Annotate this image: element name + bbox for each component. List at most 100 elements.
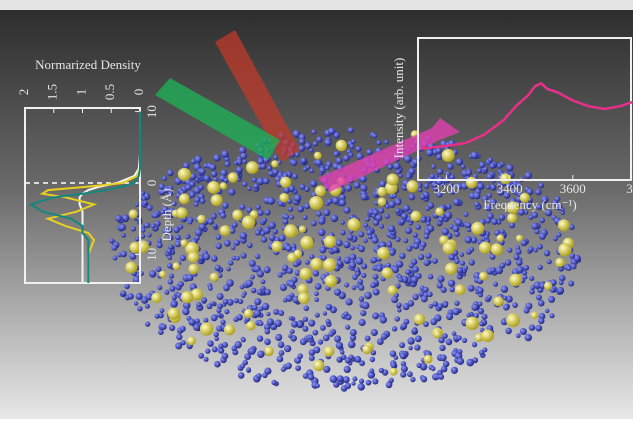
atom (124, 284, 130, 290)
atom (109, 238, 114, 243)
atom (137, 306, 142, 311)
x-tick-label: 1 (73, 89, 88, 96)
atom (366, 380, 372, 386)
atom (370, 282, 376, 288)
atom (214, 361, 221, 368)
atom (424, 234, 429, 239)
atom (323, 366, 330, 373)
atom (303, 167, 308, 172)
atom (447, 163, 454, 170)
atom (199, 168, 206, 175)
atom (349, 262, 356, 269)
ion (414, 314, 425, 325)
atom (473, 192, 480, 199)
atom (334, 151, 340, 157)
atom (359, 319, 366, 326)
ion (558, 243, 571, 256)
atom (147, 205, 153, 211)
ion (544, 282, 552, 290)
atom (453, 198, 460, 205)
atom (156, 266, 162, 272)
atom (331, 215, 339, 223)
atom (136, 293, 143, 300)
atom (379, 181, 386, 188)
atom (234, 298, 239, 303)
atom (217, 293, 224, 300)
atom (284, 345, 291, 352)
atom (299, 145, 306, 152)
atom (208, 218, 214, 224)
atom (273, 229, 278, 234)
ion (509, 274, 522, 287)
atom (524, 265, 530, 271)
atom (216, 326, 222, 332)
atom (437, 303, 443, 309)
atom (134, 301, 138, 305)
atom (509, 222, 515, 228)
ion (445, 263, 457, 275)
atom (275, 334, 282, 341)
atom (162, 176, 167, 181)
atom (183, 162, 190, 169)
ion (151, 293, 162, 304)
atom (278, 272, 283, 277)
atom (214, 332, 219, 337)
atom (233, 317, 238, 322)
atom (334, 289, 341, 296)
ion (172, 262, 180, 270)
atom (158, 329, 164, 335)
atom (528, 246, 534, 252)
ion (443, 242, 456, 255)
atom (115, 215, 122, 222)
atom (556, 232, 561, 237)
atom (180, 255, 186, 261)
atom (140, 234, 145, 239)
atom (121, 290, 127, 296)
ion (377, 187, 387, 197)
ion (377, 247, 390, 260)
atom (131, 226, 136, 231)
ion (188, 264, 198, 274)
atom (426, 149, 433, 156)
atom (222, 353, 229, 360)
atom (446, 313, 453, 320)
atom (366, 229, 372, 235)
atom (529, 276, 534, 281)
atom (372, 312, 379, 319)
ion (200, 322, 213, 335)
atom (274, 155, 279, 160)
atom (193, 324, 200, 331)
atom (257, 289, 263, 295)
atom (477, 168, 482, 173)
atom (535, 189, 542, 196)
atom (477, 287, 484, 294)
atom (500, 229, 505, 234)
atom (376, 265, 383, 272)
atom (255, 230, 261, 236)
x-tick-label: 0 (131, 89, 146, 96)
ion (390, 368, 398, 376)
ion (179, 193, 190, 204)
ion (442, 149, 455, 162)
atom (448, 280, 455, 287)
atom (345, 383, 351, 389)
ion (125, 262, 137, 274)
ion (491, 243, 503, 255)
atom (185, 184, 191, 190)
atom (364, 292, 372, 300)
atom (195, 318, 200, 323)
atom (503, 304, 509, 310)
atom (427, 292, 433, 298)
atom (538, 265, 543, 270)
atom (529, 324, 535, 330)
atom (445, 212, 453, 220)
atom (412, 266, 419, 273)
ion (187, 337, 196, 346)
atom (486, 185, 491, 190)
atom (320, 325, 326, 331)
atom (538, 318, 544, 324)
atom (400, 372, 406, 378)
atom (348, 341, 356, 349)
atom (372, 378, 378, 384)
atom (213, 154, 220, 161)
